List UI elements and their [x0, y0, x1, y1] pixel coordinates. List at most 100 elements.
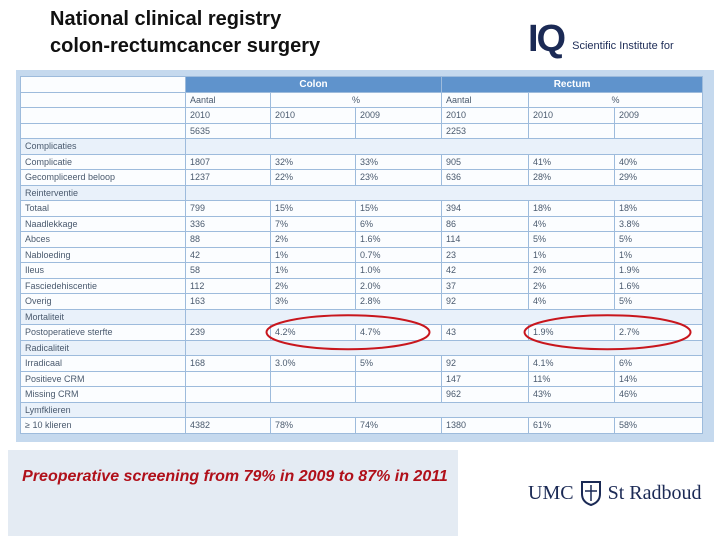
year-header: 2010	[185, 107, 271, 124]
table-row: 2010 2010 2009 2010 2010 2009	[20, 107, 704, 124]
cell: 2%	[528, 262, 616, 279]
title-line: colon-rectumcancer surgery	[50, 35, 321, 57]
table-row: Abces 88 2% 1.6% 114 5% 5%	[20, 231, 704, 248]
table-row: Missing CRM 962 43% 46%	[20, 386, 704, 403]
year-header: 2010	[528, 107, 616, 124]
cell: 336	[185, 215, 271, 232]
cell: 42	[441, 262, 530, 279]
table-row: Ileus 58 1% 1.0% 42 2% 1.9%	[20, 262, 704, 279]
row-label: Gecompliceerd beloop	[20, 169, 186, 186]
table-row: Lymfklieren	[20, 401, 704, 418]
table-row: Fasciedehiscentie 112 2% 2.0% 37 2% 1.6%	[20, 277, 704, 294]
logo-right: St Radboud	[607, 481, 702, 504]
cell: 905	[441, 153, 530, 170]
row-label: Ileus	[20, 262, 186, 279]
cell: 4.7%	[354, 324, 443, 341]
cell	[185, 370, 271, 387]
cell: 5%	[614, 231, 704, 248]
measure-header: Aantal	[441, 91, 530, 108]
cell: 43	[441, 324, 530, 341]
row-label: Postoperatieve sterfte	[20, 324, 186, 341]
cell: 1%	[614, 246, 704, 263]
cell: 29%	[614, 169, 704, 186]
cell: 18%	[614, 200, 704, 217]
cell: 2%	[528, 277, 616, 294]
cell: 32%	[270, 153, 356, 170]
year-header: 2010	[270, 107, 356, 124]
cell: 40%	[614, 153, 704, 170]
section-fill	[184, 184, 704, 201]
cell: 43%	[528, 386, 616, 403]
cell	[20, 122, 186, 139]
table-row: Totaal 799 15% 15% 394 18% 18%	[20, 200, 704, 217]
row-label: Overig	[20, 293, 186, 310]
cell: 799	[185, 200, 271, 217]
cell: 86	[441, 215, 530, 232]
cell: 4.2%	[270, 324, 356, 341]
row-label: Abces	[20, 231, 186, 248]
cell	[354, 122, 443, 139]
section-label: Complicaties	[20, 138, 186, 155]
cell: 4%	[528, 293, 616, 310]
cell: 15%	[270, 200, 356, 217]
cell: 1237	[185, 169, 271, 186]
row-label: ≥ 10 klieren	[20, 417, 186, 434]
cell: 1380	[441, 417, 530, 434]
cell: 1.0%	[354, 262, 443, 279]
logo-mark: IQ	[528, 18, 566, 60]
table-row: Radicaliteit	[20, 339, 704, 356]
cell	[528, 122, 616, 139]
row-label: Missing CRM	[20, 386, 186, 403]
cell: 42	[185, 246, 271, 263]
cell: 1.9%	[528, 324, 616, 341]
cell: 4.1%	[528, 355, 616, 372]
cell: 5%	[614, 293, 704, 310]
cell: 1807	[185, 153, 271, 170]
cell: 4382	[185, 417, 271, 434]
cell: 58	[185, 262, 271, 279]
crest	[580, 481, 601, 506]
cell: 1.6%	[354, 231, 443, 248]
table-row: Aantal% Aantal%	[20, 91, 704, 108]
cell: 6%	[614, 355, 704, 372]
cell: 1.9%	[614, 262, 704, 279]
group-header: Rectum	[441, 76, 704, 93]
cell: 4%	[528, 215, 616, 232]
umc-logo: UMC St Radboud	[528, 480, 701, 506]
cell: 7%	[270, 215, 356, 232]
table-row: Colon Rectum	[20, 76, 704, 93]
cell: 114	[441, 231, 530, 248]
section-label: Mortaliteit	[20, 308, 186, 325]
section-fill	[184, 401, 704, 418]
section-label: Reinterventie	[20, 184, 186, 201]
cell: 15%	[354, 200, 443, 217]
cell: 112	[185, 277, 271, 294]
cell: 147	[441, 370, 530, 387]
cell: 5%	[354, 355, 443, 372]
year-header: 2009	[614, 107, 704, 124]
table-row: Gecompliceerd beloop 1237 22% 23% 636 28% 29%	[20, 169, 704, 186]
table-photo: Colon Rectum Aantal% Aantal% 2010 2010 2009 201…	[16, 70, 714, 442]
cell: 22%	[270, 169, 356, 186]
cell	[270, 386, 356, 403]
table-row: Mortaliteit	[20, 308, 704, 325]
cell: 41%	[528, 153, 616, 170]
table-row: Postoperatieve sterfte 239 4.2% 4.7% 43 1.9% 2…	[20, 324, 704, 341]
year-header: 2010	[441, 107, 530, 124]
cell: 3.0%	[270, 355, 356, 372]
cell: 61%	[528, 417, 616, 434]
total: 2253	[441, 122, 530, 139]
cell: 239	[185, 324, 271, 341]
cell	[354, 386, 443, 403]
total: 5635	[185, 122, 271, 139]
cell: 2%	[270, 231, 356, 248]
cell: 11%	[528, 370, 616, 387]
cell: 92	[441, 293, 530, 310]
table-row: Complicatie 1807 32% 33% 905 41% 40%	[20, 153, 704, 170]
registry-table: Colon Rectum Aantal% Aantal% 2010 2010 2009 201…	[20, 76, 704, 434]
cell: 1%	[528, 246, 616, 263]
title: National clinical registry colon-rectumc…	[50, 6, 320, 60]
logo-text: Scientific Institute for	[572, 40, 674, 52]
cell: 46%	[614, 386, 704, 403]
